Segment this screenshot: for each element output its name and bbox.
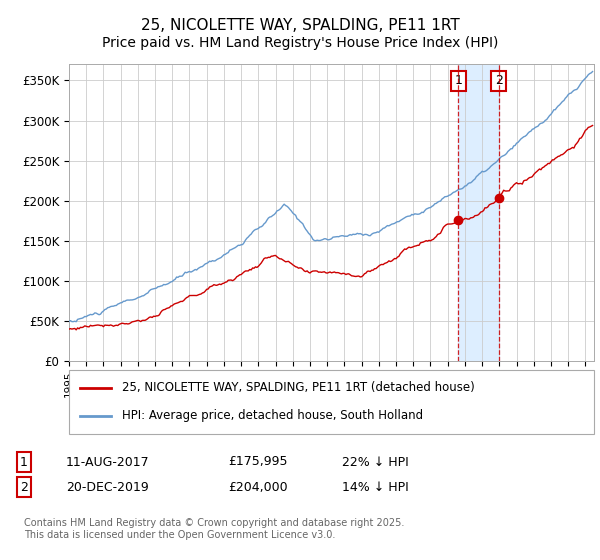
Text: 2: 2 [495, 74, 503, 87]
Text: 1: 1 [454, 74, 462, 87]
Text: 22% ↓ HPI: 22% ↓ HPI [342, 455, 409, 469]
Text: £204,000: £204,000 [228, 480, 287, 494]
Text: Price paid vs. HM Land Registry's House Price Index (HPI): Price paid vs. HM Land Registry's House … [102, 36, 498, 50]
Text: Contains HM Land Registry data © Crown copyright and database right 2025.
This d: Contains HM Land Registry data © Crown c… [24, 519, 404, 540]
Text: 25, NICOLETTE WAY, SPALDING, PE11 1RT: 25, NICOLETTE WAY, SPALDING, PE11 1RT [140, 18, 460, 32]
Text: HPI: Average price, detached house, South Holland: HPI: Average price, detached house, Sout… [121, 409, 422, 422]
Bar [458, 64, 499, 361]
Text: 25, NICOLETTE WAY, SPALDING, PE11 1RT (detached house): 25, NICOLETTE WAY, SPALDING, PE11 1RT (d… [121, 381, 474, 394]
Text: 14% ↓ HPI: 14% ↓ HPI [342, 480, 409, 494]
Text: 11-AUG-2017: 11-AUG-2017 [66, 455, 149, 469]
Text: 20-DEC-2019: 20-DEC-2019 [66, 480, 149, 494]
FancyBboxPatch shape [69, 370, 594, 434]
Text: 1: 1 [20, 455, 28, 469]
Text: £175,995: £175,995 [228, 455, 287, 469]
Text: 2: 2 [20, 480, 28, 494]
